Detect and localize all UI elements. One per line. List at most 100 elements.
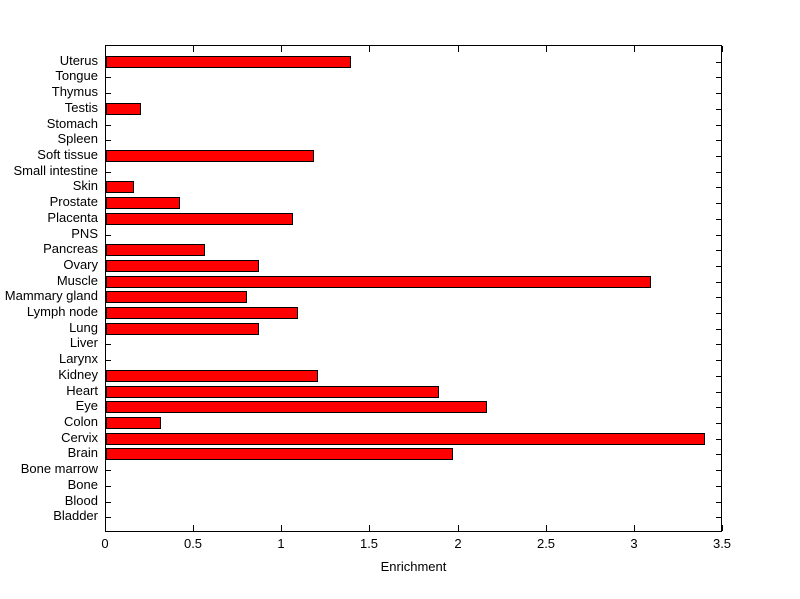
y-tick-mark [716, 423, 721, 424]
y-tick-label: Prostate [49, 194, 98, 209]
y-tick-mark [716, 282, 721, 283]
x-tick-label: 1 [277, 536, 285, 551]
y-tick-label: Skin [72, 178, 98, 193]
y-tick-label: Blood [64, 493, 98, 508]
x-tick-mark [722, 525, 723, 531]
y-tick-label: Uterus [59, 53, 98, 68]
bar [106, 386, 439, 398]
y-tick-mark [716, 360, 721, 361]
y-tick-mark [716, 77, 721, 78]
y-tick-mark [106, 140, 111, 141]
y-tick-mark [106, 360, 111, 361]
y-tick-mark [716, 329, 721, 330]
y-tick-mark [716, 392, 721, 393]
y-tick-label: Colon [64, 414, 98, 429]
y-tick-mark [106, 93, 111, 94]
y-tick-label: Cervix [61, 430, 98, 445]
x-axis-title: Enrichment [380, 559, 447, 574]
y-tick-mark [716, 454, 721, 455]
y-tick-mark [106, 125, 111, 126]
bar [106, 291, 247, 303]
y-tick-label: PNS [71, 226, 98, 241]
x-tick-mark [458, 46, 459, 52]
y-tick-label: Lymph node [26, 304, 98, 319]
x-tick-mark [546, 46, 547, 52]
bar [106, 323, 259, 335]
y-tick-mark [106, 470, 111, 471]
y-tick-mark [716, 407, 721, 408]
x-tick-mark [193, 46, 194, 52]
y-tick-mark [716, 140, 721, 141]
bar [106, 433, 705, 445]
y-tick-mark [716, 297, 721, 298]
plot-area [105, 45, 723, 532]
y-tick-mark [716, 219, 721, 220]
x-tick-mark [193, 525, 194, 531]
x-tick-label: 3.5 [712, 536, 732, 551]
y-tick-mark [716, 109, 721, 110]
y-tick-mark [716, 486, 721, 487]
y-tick-mark [106, 517, 111, 518]
bar [106, 401, 487, 413]
y-tick-mark [716, 313, 721, 314]
y-tick-label: Placenta [47, 210, 98, 225]
y-tick-mark [716, 93, 721, 94]
y-tick-mark [106, 172, 111, 173]
x-tick-mark [281, 46, 282, 52]
bar [106, 197, 180, 209]
y-tick-label: Tongue [55, 68, 98, 83]
bar [106, 260, 259, 272]
y-tick-label: Muscle [56, 273, 98, 288]
y-tick-label: Testis [64, 100, 98, 115]
x-tick-mark [546, 525, 547, 531]
bar [106, 276, 651, 288]
y-tick-label: Kidney [58, 367, 98, 382]
y-tick-mark [716, 187, 721, 188]
x-tick-mark [281, 525, 282, 531]
y-tick-mark [716, 250, 721, 251]
y-tick-mark [716, 266, 721, 267]
y-tick-mark [716, 172, 721, 173]
y-tick-mark [716, 376, 721, 377]
y-tick-label: Larynx [58, 351, 98, 366]
bar [106, 150, 314, 162]
y-tick-mark [106, 235, 111, 236]
y-tick-label: Eye [75, 398, 98, 413]
bar [106, 244, 205, 256]
y-tick-label: Spleen [57, 131, 98, 146]
x-tick-label: 0.5 [183, 536, 203, 551]
y-tick-label: Bladder [53, 508, 98, 523]
y-tick-mark [716, 517, 721, 518]
x-tick-label: 3 [630, 536, 638, 551]
bar [106, 307, 298, 319]
y-tick-label: Mammary gland [4, 288, 98, 303]
y-tick-label: Ovary [63, 257, 98, 272]
y-tick-label: Thymus [51, 84, 98, 99]
y-tick-mark [716, 203, 721, 204]
y-tick-label: Small intestine [13, 163, 98, 178]
bar [106, 181, 134, 193]
x-tick-mark [369, 46, 370, 52]
y-tick-label: Heart [66, 383, 98, 398]
y-tick-mark [716, 156, 721, 157]
bar [106, 56, 351, 68]
bar [106, 213, 293, 225]
x-tick-mark [105, 46, 106, 52]
y-tick-label: Bone [67, 477, 98, 492]
y-tick-label: Lung [69, 320, 98, 335]
y-tick-mark [716, 344, 721, 345]
y-tick-mark [716, 470, 721, 471]
x-tick-mark [369, 525, 370, 531]
y-tick-mark [106, 77, 111, 78]
y-tick-label: Bone marrow [20, 461, 98, 476]
x-tick-label: 2 [454, 536, 462, 551]
x-tick-label: 1.5 [359, 536, 379, 551]
bar [106, 448, 453, 460]
y-tick-mark [716, 502, 721, 503]
y-tick-label: Liver [69, 335, 98, 350]
bar [106, 417, 161, 429]
x-tick-mark [105, 525, 106, 531]
y-tick-mark [106, 344, 111, 345]
y-tick-label: Pancreas [43, 241, 98, 256]
